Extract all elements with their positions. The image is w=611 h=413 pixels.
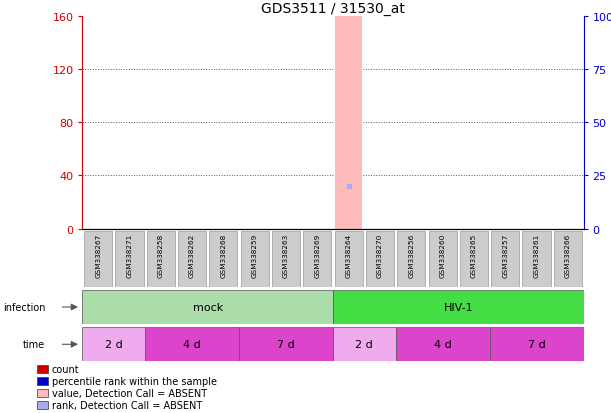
Bar bbox=[491, 231, 519, 287]
Text: mock: mock bbox=[192, 302, 223, 312]
Text: 7 d: 7 d bbox=[277, 339, 295, 349]
Text: GSM338269: GSM338269 bbox=[314, 233, 320, 278]
Text: GSM338265: GSM338265 bbox=[471, 233, 477, 278]
Title: GDS3511 / 31530_at: GDS3511 / 31530_at bbox=[261, 2, 405, 16]
Bar bbox=[335, 17, 362, 229]
Text: GSM338268: GSM338268 bbox=[221, 233, 227, 278]
Text: 2 d: 2 d bbox=[356, 339, 373, 349]
Text: GSM338260: GSM338260 bbox=[439, 233, 445, 278]
Text: GSM338259: GSM338259 bbox=[252, 233, 258, 278]
Bar bbox=[272, 231, 300, 287]
Text: GSM338262: GSM338262 bbox=[189, 233, 195, 278]
Bar bbox=[37, 377, 48, 385]
Bar bbox=[241, 231, 269, 287]
Text: GSM338271: GSM338271 bbox=[126, 233, 133, 278]
Text: GSM338270: GSM338270 bbox=[377, 233, 383, 278]
Text: 7 d: 7 d bbox=[528, 339, 546, 349]
Text: GSM338266: GSM338266 bbox=[565, 233, 571, 278]
Bar bbox=[396, 328, 489, 361]
Text: HIV-1: HIV-1 bbox=[444, 302, 473, 312]
Bar bbox=[147, 231, 175, 287]
Bar bbox=[178, 231, 206, 287]
Bar bbox=[37, 366, 48, 373]
Bar bbox=[489, 328, 584, 361]
Bar bbox=[145, 328, 239, 361]
Text: time: time bbox=[23, 339, 45, 349]
Bar bbox=[428, 231, 456, 287]
Bar bbox=[460, 231, 488, 287]
Text: count: count bbox=[52, 364, 79, 374]
Text: GSM338261: GSM338261 bbox=[533, 233, 540, 278]
Text: GSM338257: GSM338257 bbox=[502, 233, 508, 278]
Bar bbox=[37, 389, 48, 397]
Text: GSM338267: GSM338267 bbox=[95, 233, 101, 278]
Bar bbox=[82, 328, 145, 361]
Bar bbox=[522, 231, 551, 287]
Text: rank, Detection Call = ABSENT: rank, Detection Call = ABSENT bbox=[52, 400, 202, 410]
Bar bbox=[333, 328, 396, 361]
Text: infection: infection bbox=[3, 302, 45, 312]
Bar bbox=[335, 231, 363, 287]
Bar bbox=[37, 401, 48, 409]
Bar bbox=[333, 290, 584, 324]
Text: 4 d: 4 d bbox=[183, 339, 201, 349]
Bar bbox=[115, 231, 144, 287]
Text: 4 d: 4 d bbox=[434, 339, 452, 349]
Bar bbox=[303, 231, 331, 287]
Bar bbox=[397, 231, 425, 287]
Text: GSM338263: GSM338263 bbox=[283, 233, 289, 278]
Bar bbox=[239, 328, 333, 361]
Bar bbox=[210, 231, 238, 287]
Bar bbox=[82, 290, 333, 324]
Bar bbox=[84, 231, 112, 287]
Bar bbox=[366, 231, 394, 287]
Text: GSM338264: GSM338264 bbox=[346, 233, 352, 278]
Bar bbox=[554, 231, 582, 287]
Text: value, Detection Call = ABSENT: value, Detection Call = ABSENT bbox=[52, 388, 207, 398]
Text: percentile rank within the sample: percentile rank within the sample bbox=[52, 376, 217, 386]
Text: 2 d: 2 d bbox=[105, 339, 123, 349]
Text: GSM338258: GSM338258 bbox=[158, 233, 164, 278]
Text: GSM338256: GSM338256 bbox=[408, 233, 414, 278]
